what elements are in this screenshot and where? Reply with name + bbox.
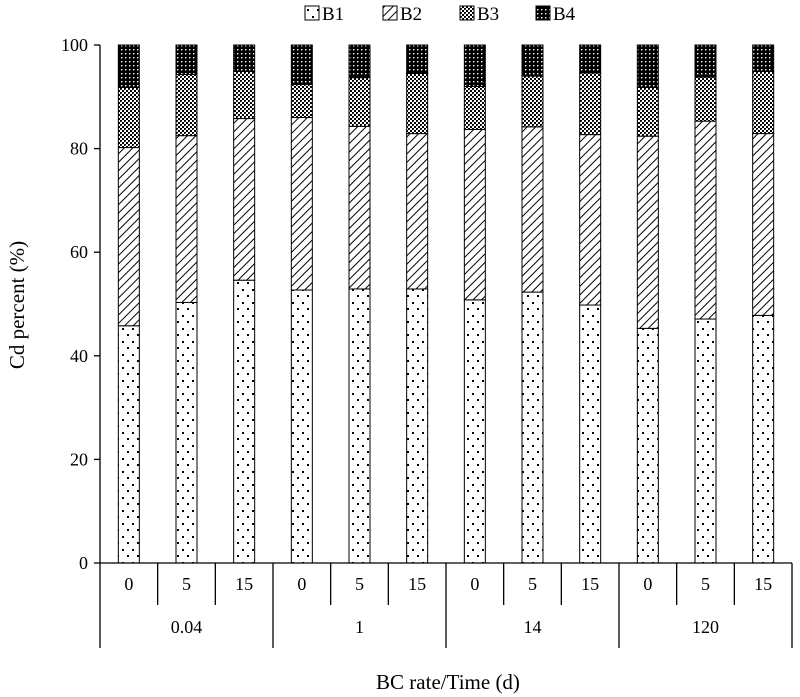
bar-segment-b4 [636,44,659,88]
bar-segment-b1 [636,327,659,564]
bar-segment-b2 [636,135,659,329]
legend: B1 B2 B3 B4 [304,4,576,25]
y-axis-title: Cd percent (%) [5,241,29,369]
bar-segment-b1 [406,288,429,564]
bar-segment-b1 [694,318,717,564]
bar-segment-b2 [117,147,140,327]
bars [117,44,775,564]
y-tick-label: 0 [79,553,88,573]
x-axis-title: BC rate/Time (d) [376,670,520,694]
legend-label-b2: B2 [400,4,422,25]
legend-swatch-b2 [382,5,398,21]
group-label: 0.04 [171,617,203,637]
category-label: 5 [701,574,710,594]
bar-segment-b4 [117,44,140,88]
category-label: 15 [235,574,253,594]
bar-segment-b1 [290,289,313,564]
bar-segment-b2 [233,118,256,281]
bar-segment-b4 [694,44,717,78]
bar-segment-b4 [521,44,544,77]
category-label: 15 [754,574,772,594]
category-label: 5 [355,574,364,594]
x-axis: 0 5 15 0 5 15 0 5 15 0 5 15 0.04 1 14 120 [99,562,793,648]
bar-segment-b1 [521,291,544,564]
legend-swatch-b4 [535,5,551,21]
bar-segment-b4 [290,44,313,85]
bar-segment-b4 [175,44,198,76]
category-label: 0 [124,574,133,594]
legend-swatch-b1 [304,5,320,21]
bar-segment-b1 [463,299,486,564]
y-tick-label: 80 [70,139,88,159]
y-tick-label: 100 [61,35,88,55]
bar-segment-b4 [463,44,486,87]
bar-segment-b3 [521,75,544,128]
bar-segment-b2 [752,133,775,316]
bar-segment-b3 [579,72,602,136]
bar-segment-b2 [694,120,717,320]
bar-segment-b1 [175,301,198,564]
group-label: 1 [355,617,364,637]
group-label: 14 [524,617,542,637]
bar-segment-b2 [406,133,429,290]
category-label: 15 [581,574,599,594]
bar-segment-b1 [117,325,140,564]
bar-segment-b3 [463,85,486,130]
bar-segment-b3 [752,70,775,135]
legend-label-b4: B4 [553,4,576,25]
bar-segment-b2 [521,126,544,293]
bar-segment-b1 [233,279,256,564]
category-label: 5 [182,574,191,594]
bar-segment-b2 [463,128,486,301]
legend-swatch-b3 [459,5,475,21]
bar-segment-b2 [290,117,313,291]
legend-label-b1: B1 [322,4,344,25]
bar-segment-b3 [636,86,659,137]
bar-segment-b3 [117,86,140,149]
bar-segment-b3 [175,74,198,137]
bar-segment-b1 [579,304,602,564]
category-label: 0 [470,574,479,594]
y-tick-label: 20 [70,449,88,469]
bar-segment-b4 [579,44,602,74]
bar-segment-b4 [348,44,371,79]
y-axis: 0 20 40 60 80 100 [61,35,101,573]
bar-segment-b3 [694,76,717,122]
bar-segment-b3 [290,83,313,119]
bar-segment-b2 [175,135,198,303]
bar-segment-b4 [406,44,429,74]
y-tick-label: 40 [70,346,88,366]
bar-segment-b2 [348,125,371,290]
bar-segment-b3 [233,70,256,120]
bar-segment-b2 [579,134,602,306]
category-label: 15 [408,574,426,594]
category-label: 0 [643,574,652,594]
category-label: 5 [528,574,537,594]
bar-segment-b1 [752,314,775,564]
category-label: 0 [297,574,306,594]
legend-label-b3: B3 [477,4,499,25]
bar-segment-b4 [233,44,256,72]
group-label: 120 [692,617,719,637]
bar-segment-b4 [752,44,775,72]
bar-segment-b3 [348,77,371,127]
bar-segment-b3 [406,72,429,135]
bar-segment-b1 [348,288,371,564]
y-tick-label: 60 [70,242,88,262]
